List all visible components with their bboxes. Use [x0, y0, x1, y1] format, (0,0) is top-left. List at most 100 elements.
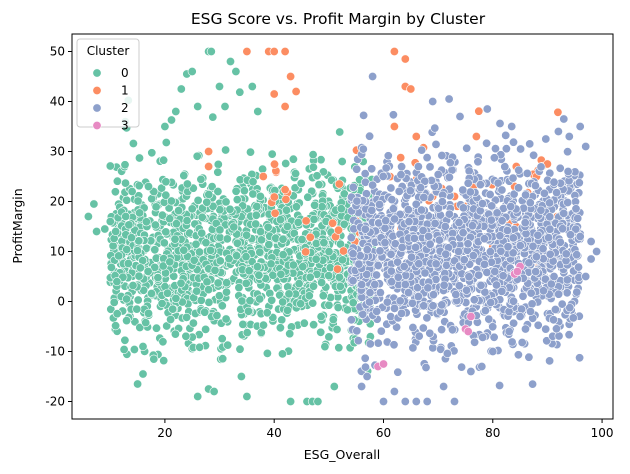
data-point [444, 172, 454, 182]
data-point [389, 340, 399, 350]
data-point [517, 337, 527, 347]
data-point [236, 371, 246, 381]
data-point [365, 131, 375, 141]
data-point [158, 337, 168, 347]
data-point [163, 288, 173, 298]
data-point [229, 222, 239, 232]
data-point [232, 238, 242, 248]
data-point [334, 179, 344, 189]
data-point [171, 107, 181, 117]
data-point [266, 259, 276, 269]
data-point [298, 262, 308, 272]
data-point [281, 205, 291, 215]
data-point [284, 289, 294, 299]
data-point [328, 218, 338, 228]
data-point [474, 270, 484, 280]
legend-label-2: 2 [121, 101, 129, 115]
data-point [486, 297, 496, 307]
data-point [133, 295, 143, 305]
data-point [157, 298, 167, 308]
data-point [454, 247, 464, 257]
data-point [552, 188, 562, 198]
data-point [592, 247, 602, 257]
data-point [378, 396, 388, 406]
data-point [428, 301, 438, 311]
data-point [159, 356, 169, 366]
data-point [188, 318, 198, 328]
legend: Cluster 0 1 2 3 [76, 38, 140, 133]
data-point [258, 172, 268, 182]
data-point [545, 198, 555, 208]
data-point [558, 224, 568, 234]
data-point [463, 239, 473, 249]
data-point [439, 381, 449, 391]
data-point [396, 170, 406, 180]
data-point [133, 196, 143, 206]
data-point [400, 396, 410, 406]
data-point [112, 309, 122, 319]
data-point [504, 326, 514, 336]
data-point [320, 342, 330, 352]
data-point [447, 325, 457, 335]
data-point [316, 312, 326, 322]
data-point [201, 324, 211, 334]
data-point [458, 228, 468, 238]
data-point [242, 46, 252, 56]
y-tick-label: 50 [50, 45, 65, 59]
data-point [555, 163, 565, 173]
data-point [397, 242, 407, 252]
data-point [195, 342, 205, 352]
data-point [112, 176, 122, 186]
data-point [444, 209, 454, 219]
data-point [337, 157, 347, 167]
data-point [336, 204, 346, 214]
data-point [465, 187, 475, 197]
data-point [393, 272, 403, 282]
data-point [451, 289, 461, 299]
data-point [296, 299, 306, 309]
data-point [527, 299, 537, 309]
data-point [226, 56, 236, 66]
data-point [222, 287, 232, 297]
data-point [431, 139, 441, 149]
data-point [151, 202, 161, 212]
data-point [135, 153, 145, 163]
data-point [353, 336, 363, 346]
data-point [120, 160, 130, 170]
data-point [326, 292, 336, 302]
data-point [506, 202, 516, 212]
data-point [182, 312, 192, 322]
data-point [524, 352, 534, 362]
data-point [545, 249, 555, 259]
data-point [362, 371, 372, 381]
data-point [485, 190, 495, 200]
data-point [370, 279, 380, 289]
data-point [375, 288, 385, 298]
data-point [158, 261, 168, 271]
data-point [105, 217, 115, 227]
data-point [407, 252, 417, 262]
data-point [518, 291, 528, 301]
data-point [549, 271, 559, 281]
data-point [324, 247, 334, 257]
data-point [204, 162, 214, 172]
data-point [508, 173, 518, 183]
data-point [299, 318, 309, 328]
data-point [278, 234, 288, 244]
data-point [176, 84, 186, 94]
data-point [197, 212, 207, 222]
data-point [311, 254, 321, 264]
data-point [416, 205, 426, 215]
data-point [348, 298, 358, 308]
data-point [497, 185, 507, 195]
data-point [187, 67, 197, 77]
data-point [288, 154, 298, 164]
data-point [515, 311, 525, 321]
data-point [525, 306, 535, 316]
data-point [397, 308, 407, 318]
data-point [357, 381, 367, 391]
data-point [411, 242, 421, 252]
data-point [437, 325, 447, 335]
data-point [441, 249, 451, 259]
